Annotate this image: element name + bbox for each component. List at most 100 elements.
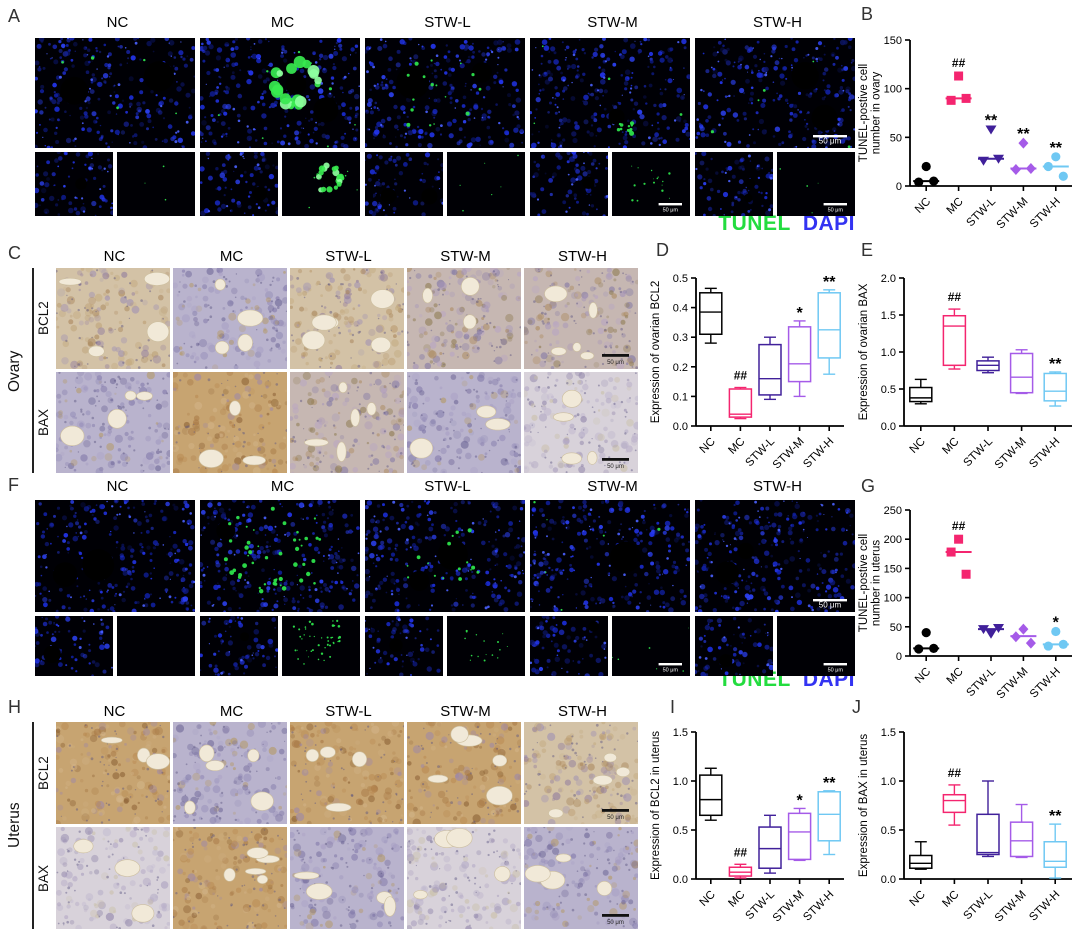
svg-text:MC: MC	[940, 436, 961, 457]
panel-e-letter: E	[861, 240, 874, 260]
svg-text:50 μm: 50 μm	[819, 137, 842, 146]
group-label: MC	[219, 248, 244, 265]
uterus-organ-label: Uterus	[6, 802, 23, 849]
svg-text:Expression of ovarian BAX: Expression of ovarian BAX	[858, 283, 870, 420]
svg-text:STW-L: STW-L	[961, 435, 995, 469]
ihc-micrograph	[173, 268, 287, 369]
svg-text:1.5: 1.5	[673, 727, 688, 739]
svg-text:NC: NC	[698, 436, 718, 456]
svg-text:STW-M: STW-M	[993, 889, 1029, 925]
svg-text:50 μm: 50 μm	[819, 601, 842, 610]
group-label: STW-M	[440, 703, 491, 720]
svg-text:STW-H: STW-H	[1027, 436, 1062, 471]
svg-text:1.0: 1.0	[673, 776, 688, 788]
group-label: STW-M	[587, 478, 638, 495]
ihc-micrograph: 50 μm	[524, 268, 638, 369]
ihc-micrograph	[173, 722, 287, 824]
ihc-micrograph	[407, 827, 521, 929]
svg-text:250: 250	[884, 505, 902, 517]
chart-svg-I: 0.00.51.01.5NC MCSTW-LSTW-MSTW-HExpressio…	[650, 727, 844, 925]
svg-text:0.5: 0.5	[881, 825, 896, 837]
svg-text:MC: MC	[945, 196, 966, 217]
svg-text:STW-M: STW-M	[771, 436, 807, 472]
tunel-dapi-micrograph	[365, 616, 443, 676]
dapi-label: DAPI	[802, 212, 855, 235]
tunel-dapi-micrograph	[200, 500, 360, 612]
svg-text:50: 50	[890, 132, 902, 144]
tunel-dapi-micrograph	[282, 616, 360, 676]
svg-text:STW-M: STW-M	[771, 889, 807, 925]
svg-text:1.0: 1.0	[881, 776, 896, 788]
tunel-dapi-micrograph	[282, 152, 360, 216]
ihc-micrograph: 50 μm	[524, 722, 638, 824]
svg-text:0.3: 0.3	[673, 332, 688, 344]
svg-text:0.2: 0.2	[673, 362, 688, 374]
svg-text:50 μm: 50 μm	[663, 668, 679, 674]
panel-a-letter: A	[8, 6, 21, 26]
chart-tunel-uterus: 0 50 100 150 200 250 NC MC STW-L STW-M STW-H TUNEL-…	[856, 478, 1080, 710]
ihc-micrograph	[56, 372, 170, 473]
chart-bax-uterus: 0.0 0.5 1.0 1.5 NC MC STW-L STW-M STW-H Expressio…	[856, 700, 1080, 933]
tunel-dapi-micrograph	[695, 616, 773, 676]
tunel-dapi-micrograph	[365, 500, 525, 612]
svg-text:STW-H: STW-H	[1028, 196, 1063, 231]
svg-text:0.5: 0.5	[673, 273, 688, 285]
ihc-micrograph	[407, 722, 521, 824]
ihc-micrograph	[56, 827, 170, 929]
group-label: STW-L	[325, 703, 372, 720]
group-label: NC	[106, 478, 129, 495]
svg-text:STW-M: STW-M	[993, 436, 1029, 472]
tunel-dapi-micrograph	[365, 152, 443, 216]
svg-text:##: ##	[948, 290, 962, 304]
group-label: MC	[270, 478, 295, 495]
svg-text:0.5: 0.5	[673, 825, 688, 837]
svg-text:0.0: 0.0	[673, 874, 688, 886]
svg-text:Expression of ovarian BCL2: Expression of ovarian BCL2	[650, 281, 662, 424]
group-label: MC	[219, 703, 244, 720]
chart-bax-ovary: 0.0 0.5 1.0 1.5 2.0 NC MC STW-L STW-M STW-H Expres…	[856, 246, 1080, 480]
tunel-dapi-micrograph	[530, 38, 690, 148]
svg-text:##: ##	[952, 56, 966, 70]
group-label: NC	[106, 14, 129, 31]
svg-text:1.5: 1.5	[881, 310, 896, 322]
svg-text:MC: MC	[940, 889, 961, 910]
svg-text:STW-H: STW-H	[1028, 666, 1063, 701]
tunel-dapi-micrograph	[200, 152, 278, 216]
group-label: NC	[103, 248, 126, 265]
svg-text:100: 100	[884, 84, 902, 96]
group-label: STW-M	[587, 14, 638, 31]
uterus-bax-row-label: BAX	[36, 864, 51, 892]
tunel-dapi-micrograph: 50 μm	[695, 38, 855, 148]
tunel-dapi-micrograph	[35, 616, 113, 676]
svg-text:2.0: 2.0	[881, 273, 896, 285]
svg-text:Expression of BCL2 in uterus: Expression of BCL2 in uterus	[650, 731, 662, 880]
svg-text:##: ##	[952, 519, 966, 533]
tunel-dapi-micrograph	[530, 500, 690, 612]
tunel-dapi-micrograph: 50 μm	[777, 152, 855, 216]
ihc-micrograph: 50 μm	[524, 372, 638, 473]
svg-text:0: 0	[896, 181, 902, 193]
ihc-micrograph	[56, 722, 170, 824]
svg-text:**: **	[1049, 808, 1062, 825]
group-label: STW-H	[558, 703, 607, 720]
svg-text:TUNEL-postive cell: TUNEL-postive cell	[858, 534, 870, 632]
tunel-dapi-micrograph	[447, 616, 525, 676]
tunel-dapi-micrograph	[200, 38, 360, 148]
tunel-dapi-micrograph: 50 μm	[777, 616, 855, 676]
svg-text:1.5: 1.5	[881, 727, 896, 739]
svg-text:MC: MC	[945, 666, 966, 687]
svg-text:50 μm: 50 μm	[828, 668, 844, 674]
panel-f-letter: F	[8, 475, 19, 495]
tunel-dapi-micrograph	[117, 152, 195, 216]
panel-c-letter: C	[8, 243, 21, 263]
group-label: STW-M	[440, 248, 491, 265]
tunel-dapi-micrograph	[200, 616, 278, 676]
svg-text:**: **	[1017, 126, 1030, 143]
tunel-dapi-micrograph	[117, 616, 195, 676]
svg-text:##: ##	[734, 369, 748, 383]
svg-text:STW-M: STW-M	[995, 666, 1031, 702]
panel-f-group-labels: NC MC STW-L STW-M STW-H	[35, 478, 860, 495]
svg-text:STW-H: STW-H	[801, 436, 836, 471]
svg-text:**: **	[823, 775, 836, 792]
